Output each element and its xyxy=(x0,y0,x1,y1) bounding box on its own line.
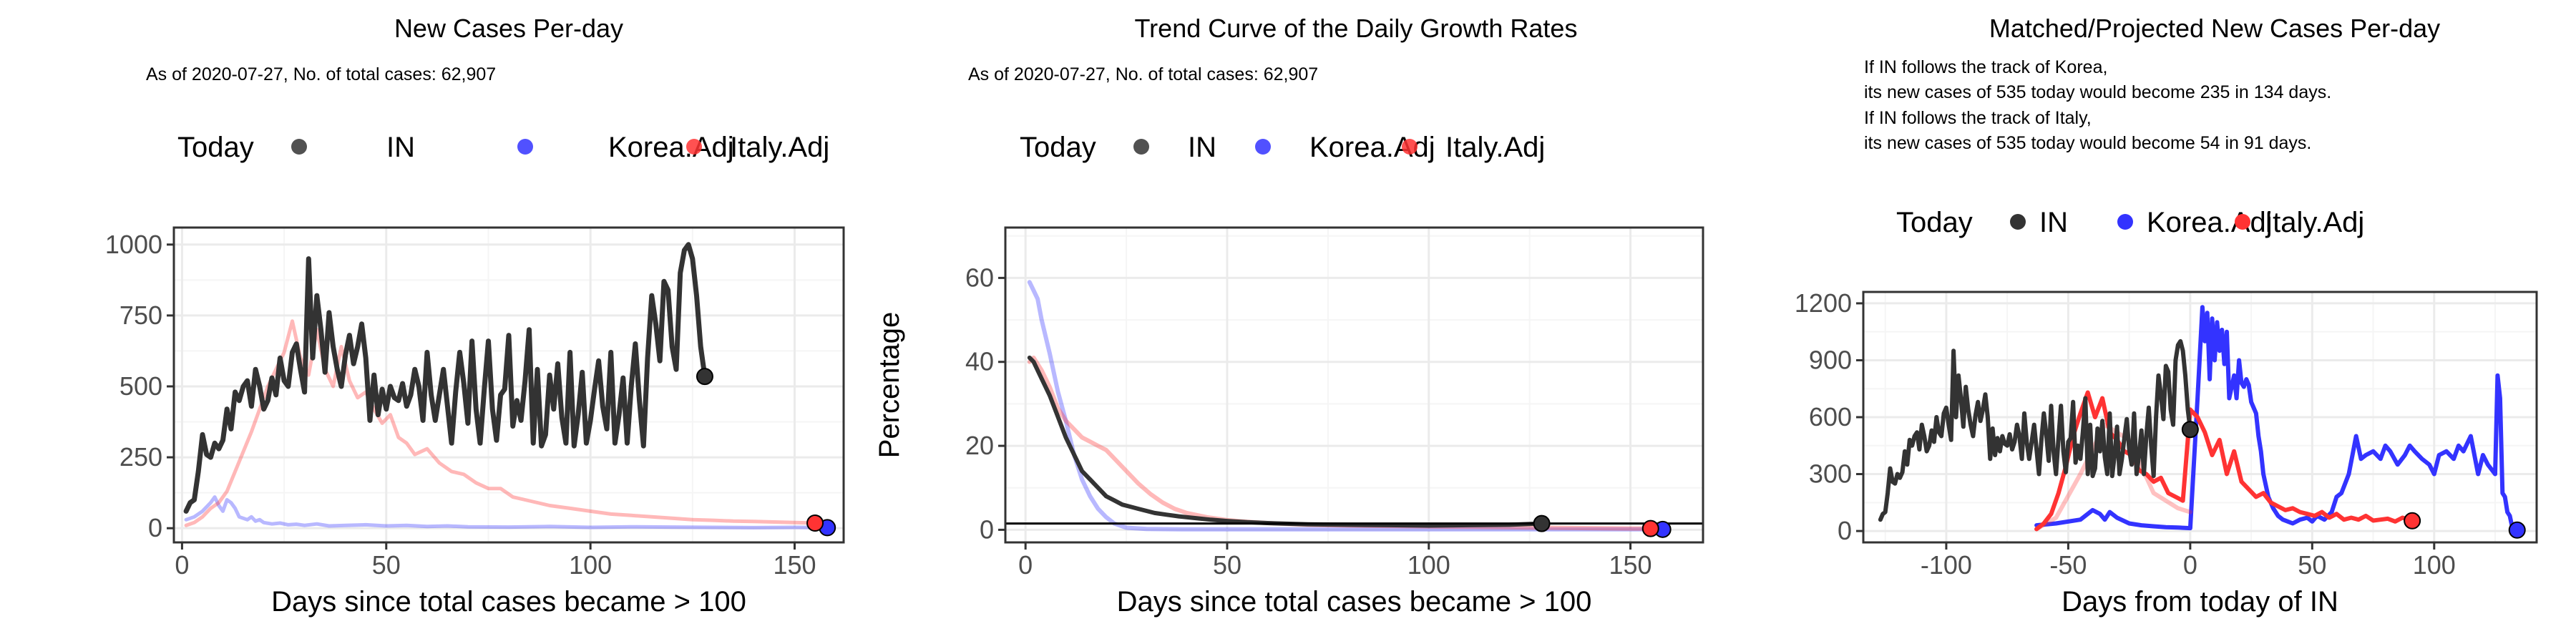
legend-label: Italy.Adj xyxy=(730,132,829,163)
series xyxy=(1878,305,2519,532)
legend-swatch-italy-adj xyxy=(1402,139,1418,155)
chart-panel-1: New Cases Per-day As of 2020-07-27, No. o… xyxy=(105,14,845,618)
series-line-italy-adj xyxy=(184,319,817,527)
series-line-in xyxy=(1878,338,2192,522)
x-tick-label: 100 xyxy=(2413,550,2456,580)
legend-swatch-in xyxy=(1133,139,1149,155)
chart-title: New Cases Per-day xyxy=(394,14,623,43)
today-point-in xyxy=(696,368,713,386)
legend-label: Korea.Adj xyxy=(2147,207,2273,238)
legend-label: IN xyxy=(1188,132,1216,163)
chart-annotation: its new cases of 535 today would become … xyxy=(1864,82,2331,102)
legend-swatch-in xyxy=(2010,214,2026,230)
chart-annotation: If IN follows the track of Korea, xyxy=(1864,57,2107,77)
y-tick-label: 20 xyxy=(965,431,994,460)
today-point-in xyxy=(2181,421,2199,439)
series-line-korea-adj xyxy=(2034,305,2519,532)
today-point-italy-adj xyxy=(2404,512,2421,530)
series xyxy=(1027,280,1665,532)
legend-swatch-korea-adj xyxy=(1255,139,1271,155)
y-tick-label: 1200 xyxy=(1795,288,1852,318)
legend-label: Italy.Adj xyxy=(2265,207,2364,238)
x-axis-label: Days since total cases became > 100 xyxy=(271,586,746,618)
x-tick-label: -100 xyxy=(1921,550,1972,580)
y-tick-label: 0 xyxy=(148,513,162,542)
y-tick-label: 0 xyxy=(1838,516,1852,545)
legend-title: Today xyxy=(177,132,254,163)
today-point-italy-adj xyxy=(806,514,824,532)
legend-swatch-italy-adj xyxy=(686,139,702,155)
y-tick-label: 40 xyxy=(965,347,994,376)
axis-ticks: -100 -50 0 50 100 0 300 600 900 1200 xyxy=(1795,288,2456,580)
series-line-korea-adj xyxy=(184,495,829,530)
plot-area xyxy=(1005,228,1703,542)
x-tick-label: 0 xyxy=(1018,550,1033,580)
gridlines xyxy=(1005,228,1703,542)
today-point-italy-adj xyxy=(1641,519,1659,537)
chart-title: Trend Curve of the Daily Growth Rates xyxy=(1135,14,1578,43)
legend-label: IN xyxy=(386,132,415,163)
y-tick-label: 1000 xyxy=(105,230,162,259)
legend-swatch-korea-adj xyxy=(517,139,533,155)
plot-border xyxy=(172,226,845,544)
x-tick-label: 50 xyxy=(2298,550,2326,580)
legend-swatch-korea-adj xyxy=(2117,214,2133,230)
y-axis-label: Percentage xyxy=(874,312,905,459)
legend-label: Korea.Adj xyxy=(608,132,734,163)
x-tick-label: 150 xyxy=(773,550,816,580)
y-tick-label: 300 xyxy=(1809,459,1852,489)
x-tick-label: 0 xyxy=(175,550,189,580)
x-axis-label: Days from today of IN xyxy=(2062,586,2338,618)
y-tick-label: 600 xyxy=(1809,402,1852,431)
x-tick-label: -50 xyxy=(2049,550,2087,580)
x-tick-label: 100 xyxy=(569,550,612,580)
legend-title: Today xyxy=(1020,132,1096,163)
chart-subtitle: As of 2020-07-27, No. of total cases: 62… xyxy=(146,64,496,84)
plot-border xyxy=(1004,226,1704,544)
chart-annotation: its new cases of 535 today would become … xyxy=(1864,133,2311,153)
y-tick-label: 500 xyxy=(119,371,162,401)
x-axis-label: Days since total cases became > 100 xyxy=(1117,586,1592,618)
legend-label: Italy.Adj xyxy=(1445,132,1545,163)
x-tick-label: 50 xyxy=(1213,550,1241,580)
chart-panel-3: Matched/Projected New Cases Per-day If IN… xyxy=(1795,14,2538,618)
y-tick-label: 250 xyxy=(119,442,162,472)
legend-title: Today xyxy=(1896,207,1973,238)
chart-panel-2: Trend Curve of the Daily Growth Rates As … xyxy=(874,14,1704,618)
x-tick-label: 100 xyxy=(1407,550,1450,580)
y-tick-label: 750 xyxy=(119,301,162,330)
y-tick-label: 0 xyxy=(980,514,994,544)
series-line-korea-adj xyxy=(1027,280,1665,532)
x-tick-label: 50 xyxy=(372,550,401,580)
x-tick-label: 150 xyxy=(1609,550,1652,580)
chart-annotation: If IN follows the track of Italy, xyxy=(1864,108,2092,128)
today-point-korea-adj xyxy=(2508,521,2526,539)
axis-ticks: 0 50 100 150 0 250 500 750 1000 xyxy=(105,230,816,580)
x-tick-label: 0 xyxy=(2183,550,2197,580)
legend-label: IN xyxy=(2039,207,2068,238)
series xyxy=(183,242,829,530)
chart-subtitle: As of 2020-07-27, No. of total cases: 62… xyxy=(968,64,1318,84)
today-point-in xyxy=(1533,514,1551,532)
y-tick-label: 60 xyxy=(965,263,994,292)
axis-ticks: 0 50 100 150 0 20 40 60 xyxy=(965,263,1652,580)
legend-swatch-italy-adj xyxy=(2235,214,2250,230)
chart-title: Matched/Projected New Cases Per-day xyxy=(1989,14,2440,43)
series-line-in xyxy=(183,242,708,514)
series-line-italy-adj xyxy=(2034,390,2415,532)
legend-swatch-in xyxy=(291,139,307,155)
y-tick-label: 900 xyxy=(1809,345,1852,374)
series-line-in xyxy=(1027,355,1544,528)
